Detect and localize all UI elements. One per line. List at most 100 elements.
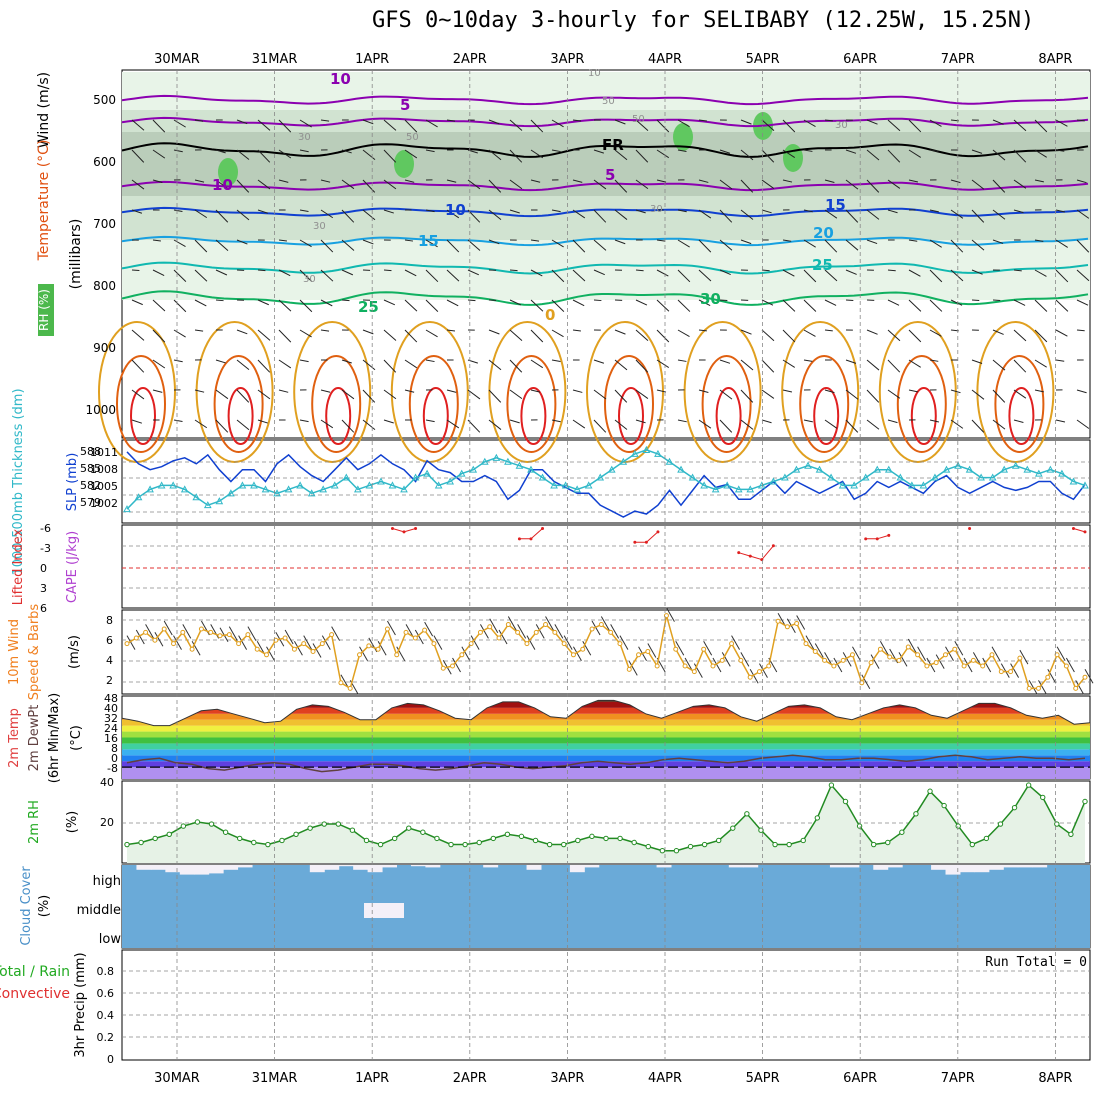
wind-barb [1076,329,1085,332]
slp-tick: 1002 [90,497,118,510]
rh-point [476,839,482,846]
wind-barb [446,119,456,122]
date-label-bottom: 3APR [550,1071,584,1086]
isotherm-40 [227,387,254,445]
pressure-tick: 800 [93,279,116,293]
isotherm-40 [813,387,840,445]
wind-barb [299,419,309,423]
wind-barb [614,329,626,335]
rh-point [349,827,356,833]
precip-tick: 0 [107,1053,114,1066]
isotherm-35 [408,355,459,453]
wind-barb [526,635,536,650]
wind-speed-point [1045,674,1051,680]
wind-barb [194,329,204,332]
wind-barb [152,179,163,183]
wind-barb [154,631,164,647]
panel-precip [121,949,1091,1061]
cape-panel: -6 -3 0 3 6 [40,522,1090,615]
wind-barb [719,299,728,302]
date-label-bottom: 4APR [648,1071,682,1086]
rh-point [786,841,792,848]
wind-barb [740,652,750,667]
wind-barb [236,179,250,193]
wind-speed-point [840,657,846,663]
wind-barb [126,635,136,650]
wind-barb [368,637,378,653]
isotherm-5 [121,180,1089,192]
wind-barb [341,299,350,302]
wind-barb [362,359,376,371]
wind-barb [572,329,581,332]
wind-barb [299,329,312,338]
rh-point [842,798,849,805]
wind-barb [509,389,523,400]
wind-barb [971,269,983,275]
wind-barb [215,299,224,302]
wind-barb [719,179,733,190]
wind-barb [1076,239,1090,253]
panel-wind [121,609,1091,695]
ylabel-min-max: (6hr Min/Max) [47,693,62,783]
wind-barb [782,239,792,242]
wind-barb [1055,269,1069,283]
thickness-marker [954,461,962,469]
rh-point [377,841,384,848]
wind-barb [152,269,165,277]
wind-barb [299,359,309,363]
thickness-marker [400,485,408,493]
wind-barb [698,239,712,253]
wind-barb [619,635,629,650]
isotherm-40 [520,387,547,445]
thickness-marker [781,473,789,481]
wind-barb [236,359,250,370]
precip-tick: 0.4 [97,1009,115,1022]
wind-barb [341,389,355,400]
wind-barb [1034,269,1047,277]
isotherm-35 [896,355,947,453]
wind-barb [194,419,208,429]
ylabel-temperature: Temperature (°C) [36,140,52,262]
wind-barb [530,389,541,393]
wind-speed-point [1073,685,1079,691]
wind-barb [293,640,303,656]
wind-barb [238,635,248,650]
wind-barb [425,209,435,213]
wind-barb [215,359,226,364]
rh-point [730,825,736,831]
dewpoint-line [126,754,1086,773]
wind-speed-point [691,669,697,675]
rh-point [927,788,933,794]
wind-barb [614,359,628,371]
wind-barb [782,179,793,183]
thickness-marker [134,493,143,501]
thickness-marker [227,489,235,497]
wind-barb [173,239,186,248]
wind-speed-point [338,680,344,686]
date-label-top: 7APR [941,52,975,67]
wind-barb [866,389,880,403]
isotherm-35 [116,355,166,453]
rh-point [687,843,694,850]
wind-barb [866,179,880,193]
wind-barb [488,359,502,371]
wind-barb [600,616,610,631]
thickness-tick: 585 [80,462,101,475]
temp-band [122,743,1090,750]
wind-barb [173,149,183,153]
thickness-marker [377,477,385,485]
wind-speed-point [775,618,781,624]
wind-barb [152,119,166,133]
wind-barb [703,640,713,656]
wind-barb [236,239,248,245]
wind-barb [488,329,500,335]
wind-speed-point [626,666,632,672]
wind-barb [362,239,374,245]
thickness-marker [515,461,524,469]
wind-barb [173,119,186,128]
thickness-marker [365,481,374,489]
wind-barb [740,239,752,245]
rh-point [321,821,327,827]
wind-barb [573,646,582,662]
wind-barb [278,329,292,343]
